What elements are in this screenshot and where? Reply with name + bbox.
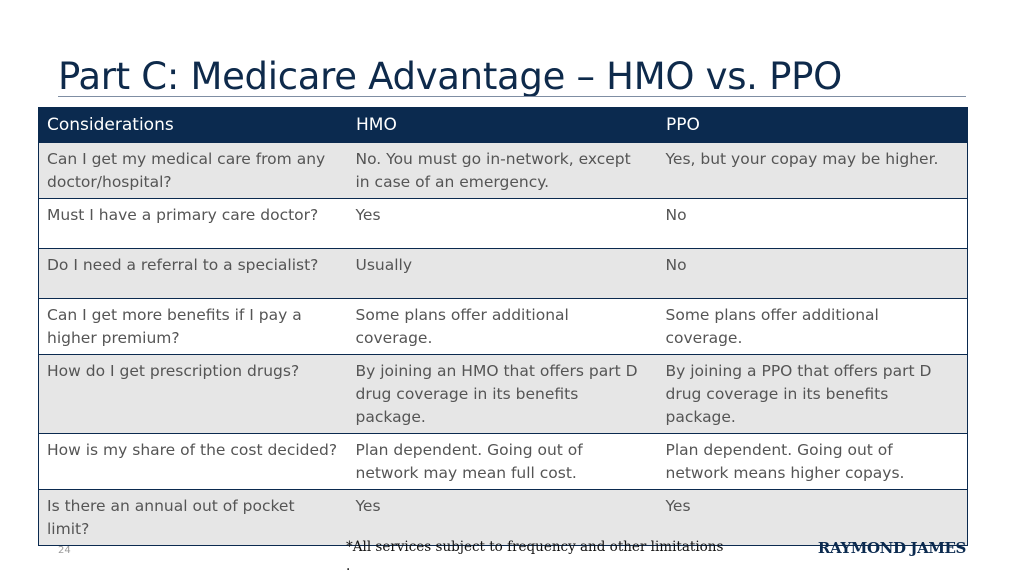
footnote: *All services subject to frequency and o… [346, 538, 723, 576]
footnote-line: . [346, 558, 351, 574]
cell-ppo: Plan dependent. Going out of network mea… [657, 433, 968, 490]
cell-ppo: No [657, 198, 968, 249]
cell-hmo: Yes [347, 489, 658, 546]
header-ppo: PPO [657, 107, 968, 143]
page-number: 24 [58, 545, 71, 556]
cell-consideration: Must I have a primary care doctor? [38, 198, 348, 249]
cell-hmo: By joining an HMO that offers part D dru… [347, 354, 658, 434]
cell-ppo: Some plans offer additional coverage. [657, 298, 968, 355]
cell-hmo: Usually [347, 248, 658, 299]
header-hmo: HMO [347, 107, 658, 143]
table-row: Must I have a primary care doctor? Yes N… [38, 198, 968, 249]
table-row: Do I need a referral to a specialist? Us… [38, 248, 968, 299]
cell-consideration: Is there an annual out of pocket limit? [38, 489, 348, 546]
cell-ppo: By joining a PPO that offers part D drug… [657, 354, 968, 434]
table-row: Is there an annual out of pocket limit? … [38, 489, 968, 546]
cell-ppo: No [657, 248, 968, 299]
cell-consideration: How do I get prescription drugs? [38, 354, 348, 434]
footnote-line: *All services subject to frequency and o… [346, 539, 724, 555]
cell-hmo: Yes [347, 198, 658, 249]
cell-consideration: Can I get my medical care from any docto… [38, 142, 348, 199]
comparison-table: Considerations HMO PPO Can I get my medi… [38, 107, 968, 546]
cell-consideration: Do I need a referral to a specialist? [38, 248, 348, 299]
slide-title: Part C: Medicare Advantage – HMO vs. PPO [58, 55, 842, 98]
cell-ppo: Yes [657, 489, 968, 546]
cell-hmo: Plan dependent. Going out of network may… [347, 433, 658, 490]
raymond-james-logo: RAYMOND JAMES [817, 539, 966, 557]
header-considerations: Considerations [38, 107, 348, 143]
table-header-row: Considerations HMO PPO [38, 107, 968, 143]
table-row: Can I get more benefits if I pay a highe… [38, 298, 968, 355]
cell-ppo: Yes, but your copay may be higher. [657, 142, 968, 199]
table-row: How is my share of the cost decided? Pla… [38, 433, 968, 490]
cell-hmo: No. You must go in-network, except in ca… [347, 142, 658, 199]
title-divider [58, 96, 966, 97]
table-row: Can I get my medical care from any docto… [38, 142, 968, 199]
cell-consideration: Can I get more benefits if I pay a highe… [38, 298, 348, 355]
cell-consideration: How is my share of the cost decided? [38, 433, 348, 490]
table-row: How do I get prescription drugs? By join… [38, 354, 968, 434]
cell-hmo: Some plans offer additional coverage. [347, 298, 658, 355]
